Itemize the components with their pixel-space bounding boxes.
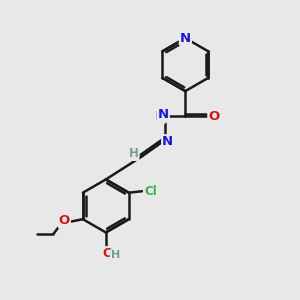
Text: N: N (180, 32, 191, 45)
Text: H: H (155, 110, 165, 123)
Text: H: H (111, 250, 120, 260)
Text: O: O (208, 110, 220, 123)
Text: O: O (102, 247, 112, 260)
Text: Cl: Cl (144, 185, 157, 198)
Text: N: N (158, 109, 169, 122)
Text: O: O (59, 214, 70, 227)
Text: H: H (129, 147, 138, 160)
Text: N: N (162, 135, 173, 148)
